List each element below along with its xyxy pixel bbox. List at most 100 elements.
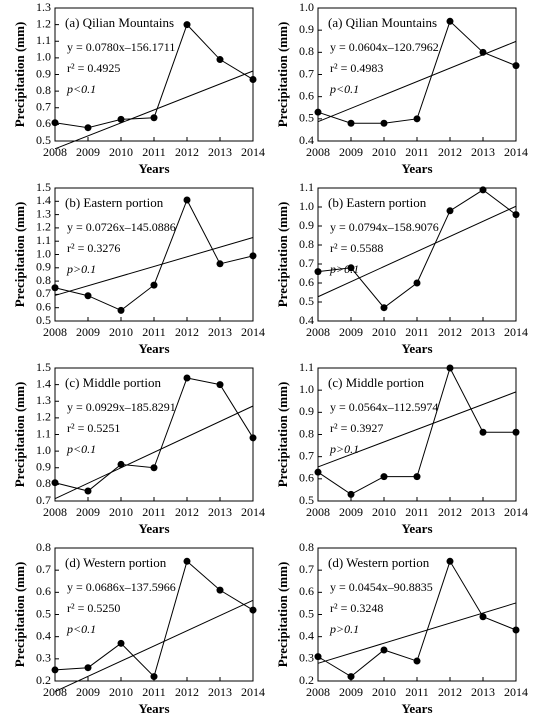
data-point <box>479 48 487 56</box>
y-tick-label: 0.7 <box>36 493 51 507</box>
y-tick-label: 0.7 <box>36 286 51 300</box>
x-tick-label: 2014 <box>241 325 265 339</box>
x-tick-label: 2008 <box>306 505 330 519</box>
y-tick-label: 1.1 <box>36 233 51 247</box>
panel-title: (a) Qilian Mountains <box>328 15 437 30</box>
data-point <box>51 284 59 292</box>
y-tick-label: 1.2 <box>36 16 51 30</box>
data-point <box>479 428 487 436</box>
x-axis-label: Years <box>401 521 432 536</box>
x-tick-label: 2013 <box>471 145 495 159</box>
y-tick-label: 0.3 <box>299 651 314 665</box>
x-tick-label: 2014 <box>504 685 528 699</box>
x-tick-label: 2011 <box>405 325 429 339</box>
x-tick-label: 2011 <box>142 685 166 699</box>
trend-line <box>317 602 517 664</box>
y-tick-label: 1.0 <box>299 0 314 14</box>
trend-line <box>54 599 254 693</box>
data-point <box>249 75 257 83</box>
data-point <box>216 56 224 64</box>
annotation: y = 0.0794x–158.9076 <box>330 220 439 234</box>
panel-title: (b) Eastern portion <box>328 195 427 210</box>
x-tick-label: 2008 <box>43 145 67 159</box>
y-tick-label: 1.3 <box>36 206 51 220</box>
y-axis-label: Precipitation (mm) <box>275 562 290 668</box>
y-tick-label: 1.1 <box>299 360 314 374</box>
annotation: r² = 0.4983 <box>330 61 383 75</box>
data-point <box>380 304 388 312</box>
x-tick-label: 2011 <box>405 145 429 159</box>
data-point <box>512 62 520 70</box>
x-tick-label: 2009 <box>339 145 363 159</box>
y-tick-label: 0.4 <box>299 133 314 147</box>
y-tick-label: 0.5 <box>299 294 314 308</box>
y-axis-label: Precipitation (mm) <box>12 562 27 668</box>
data-point <box>51 479 59 487</box>
y-tick-label: 0.9 <box>36 460 51 474</box>
y-tick-label: 0.5 <box>36 606 51 620</box>
trend-line <box>317 391 517 468</box>
data-point <box>479 186 487 194</box>
y-tick-label: 0.8 <box>36 476 51 490</box>
data-point <box>380 646 388 654</box>
data-point <box>413 473 421 481</box>
x-tick-label: 2009 <box>76 145 100 159</box>
annotation: r² = 0.5251 <box>67 421 120 435</box>
annotation: r² = 0.5588 <box>330 241 383 255</box>
x-tick-label: 2008 <box>306 145 330 159</box>
y-tick-label: 1.0 <box>36 443 51 457</box>
annotation: y = 0.0454x–90.8835 <box>330 580 433 594</box>
x-tick-label: 2008 <box>43 685 67 699</box>
annotation: p>0.1 <box>329 442 359 456</box>
y-axis-label: Precipitation (mm) <box>12 22 27 128</box>
y-tick-label: 1.3 <box>36 393 51 407</box>
y-tick-label: 0.9 <box>299 22 314 36</box>
y-tick-label: 0.8 <box>36 273 51 287</box>
data-line <box>54 198 254 311</box>
data-point <box>117 639 125 647</box>
data-point <box>216 260 224 268</box>
x-tick-label: 2008 <box>43 325 67 339</box>
annotation: y = 0.0726x–145.0886 <box>67 220 176 234</box>
x-tick-label: 2008 <box>43 505 67 519</box>
data-point <box>347 673 355 681</box>
trend-line <box>54 70 254 150</box>
x-tick-label: 2014 <box>241 685 265 699</box>
annotation: r² = 0.3248 <box>330 601 383 615</box>
annotation: r² = 0.4925 <box>67 61 120 75</box>
y-tick-label: 1.5 <box>36 360 51 374</box>
y-tick-label: 0.8 <box>36 83 51 97</box>
annotation: y = 0.0780x–156.1711 <box>67 40 175 54</box>
data-point <box>314 653 322 661</box>
x-axis-label: Years <box>401 701 432 716</box>
x-tick-label: 2011 <box>142 145 166 159</box>
annotation: r² = 0.3276 <box>67 241 120 255</box>
x-tick-label: 2009 <box>339 685 363 699</box>
data-point <box>117 460 125 468</box>
data-point <box>84 292 92 300</box>
x-tick-label: 2014 <box>241 505 265 519</box>
data-point <box>84 664 92 672</box>
data-point <box>413 279 421 287</box>
panel-title: (a) Qilian Mountains <box>65 15 174 30</box>
y-axis-label: Precipitation (mm) <box>12 382 27 488</box>
panel-title: (c) Middle portion <box>65 375 162 390</box>
data-point <box>413 657 421 665</box>
annotation: y = 0.0604x–120.7962 <box>330 40 439 54</box>
y-tick-label: 0.8 <box>299 426 314 440</box>
x-axis-label: Years <box>401 161 432 176</box>
y-tick-label: 0.5 <box>299 493 314 507</box>
data-point <box>150 114 158 122</box>
x-axis-label: Years <box>138 521 169 536</box>
x-tick-label: 2012 <box>438 505 462 519</box>
x-tick-label: 2013 <box>471 325 495 339</box>
annotation: p>0.1 <box>329 622 359 636</box>
y-tick-label: 1.2 <box>36 410 51 424</box>
y-tick-label: 0.8 <box>299 237 314 251</box>
y-tick-label: 0.9 <box>299 404 314 418</box>
panel-title: (b) Eastern portion <box>65 195 164 210</box>
y-tick-label: 0.6 <box>299 471 314 485</box>
annotation: p<0.1 <box>66 442 96 456</box>
x-tick-label: 2013 <box>471 685 495 699</box>
data-point <box>380 119 388 127</box>
